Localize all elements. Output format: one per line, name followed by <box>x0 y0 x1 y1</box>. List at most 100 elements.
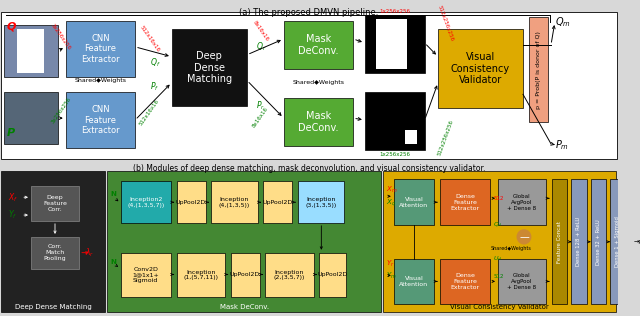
Bar <box>529 17 548 122</box>
Text: 1x256x256: 1x256x256 <box>379 9 410 14</box>
Text: $Y_m$: $Y_m$ <box>386 270 397 281</box>
Bar <box>383 171 616 312</box>
Text: P: P <box>7 128 15 138</box>
Text: $Q_r$: $Q_r$ <box>256 40 266 53</box>
Bar <box>284 98 353 146</box>
Bar <box>107 171 381 312</box>
Text: 512x256x256: 512x256x256 <box>437 119 454 157</box>
Bar <box>177 253 225 297</box>
Bar <box>405 130 417 144</box>
Bar <box>4 92 58 144</box>
Text: $U_d$: $U_d$ <box>493 254 502 263</box>
Bar <box>172 29 247 106</box>
Text: Corr.
Match
Pooling: Corr. Match Pooling <box>44 244 67 261</box>
Bar <box>591 179 606 304</box>
Text: Mask DeConv.: Mask DeConv. <box>220 304 269 310</box>
Bar <box>17 29 44 73</box>
Circle shape <box>517 230 531 244</box>
Text: Shared◆Weights: Shared◆Weights <box>74 78 126 83</box>
Text: Inception
(1,(5,7,11)): Inception (1,(5,7,11)) <box>183 270 218 280</box>
Bar <box>31 237 79 269</box>
Text: Inception
(2,(3,5,7)): Inception (2,(3,5,7)) <box>274 270 305 280</box>
Bar <box>298 181 344 223</box>
Bar <box>394 258 434 304</box>
Bar <box>211 181 258 223</box>
Text: Inception2
(4,(1,3,5,7)): Inception2 (4,(1,3,5,7)) <box>127 197 164 208</box>
Text: 3x256x256: 3x256x256 <box>50 23 72 51</box>
Text: 512x16x16: 512x16x16 <box>139 98 161 126</box>
Text: Inception
(4,(1,3,5)): Inception (4,(1,3,5)) <box>219 197 250 208</box>
Text: Inception
(3,(1,3,5)): Inception (3,(1,3,5)) <box>306 197 337 208</box>
Bar <box>440 258 490 304</box>
Bar <box>230 253 260 297</box>
Text: Dense 128 + ReLU: Dense 128 + ReLU <box>577 217 582 266</box>
Text: Dense 32 + ReLU: Dense 32 + ReLU <box>596 219 601 265</box>
Text: (b) Modules of deep dense matching, mask deconvolution, and visual consistency v: (b) Modules of deep dense matching, mask… <box>132 164 485 173</box>
Bar <box>438 29 523 108</box>
Text: UpPool2D: UpPool2D <box>318 272 348 277</box>
Bar <box>31 186 79 221</box>
Text: Deep
Dense
Matching: Deep Dense Matching <box>187 51 232 84</box>
Text: Dense 1 + Sigmoid: Dense 1 + Sigmoid <box>615 216 620 267</box>
Text: $Q_m$: $Q_m$ <box>555 15 571 29</box>
Text: $P_m$: $P_m$ <box>555 138 569 152</box>
Text: 8x16x16: 8x16x16 <box>252 106 269 128</box>
Text: $X_m$: $X_m$ <box>386 185 397 195</box>
Bar <box>365 92 424 150</box>
Text: N: N <box>110 258 116 264</box>
Text: $Y_r$: $Y_r$ <box>386 258 394 269</box>
Bar <box>498 179 546 225</box>
Text: Deep Dense Matching: Deep Dense Matching <box>15 304 92 310</box>
Bar <box>66 92 135 148</box>
Bar <box>319 253 346 297</box>
Text: UpPool2D: UpPool2D <box>230 272 260 277</box>
Bar <box>610 179 625 304</box>
Bar <box>440 179 490 225</box>
Bar <box>120 181 171 223</box>
Text: $X_q$: $X_q$ <box>386 198 396 209</box>
Text: Visual
Attention: Visual Attention <box>399 197 429 208</box>
Text: Q: Q <box>7 21 16 31</box>
Text: $P_f$: $P_f$ <box>150 80 159 93</box>
Text: CNN
Feature
Extractor: CNN Feature Extractor <box>81 34 120 64</box>
Bar <box>284 21 353 69</box>
Text: 512x16x16: 512x16x16 <box>139 25 161 53</box>
Bar <box>394 179 434 225</box>
Bar <box>1 171 105 312</box>
Text: Mask
DeConv.: Mask DeConv. <box>298 34 339 56</box>
Text: $P_r$: $P_r$ <box>256 100 265 112</box>
Text: (a) The proposed DMVN pipeline.: (a) The proposed DMVN pipeline. <box>239 8 378 17</box>
Bar <box>365 15 424 73</box>
Bar <box>66 21 135 76</box>
Text: Conv2D
1@1x1+
Sigmoid: Conv2D 1@1x1+ Sigmoid <box>132 267 159 283</box>
Text: 8x16x16: 8x16x16 <box>252 20 269 42</box>
Text: UpPool2D: UpPool2D <box>176 200 206 205</box>
Text: Dense
Feature
Extractor: Dense Feature Extractor <box>451 194 479 210</box>
Bar <box>1 12 616 159</box>
Text: UpPool2D: UpPool2D <box>263 200 293 205</box>
Bar <box>376 19 407 69</box>
Text: p = Prob(P is donor of Q): p = Prob(P is donor of Q) <box>536 31 541 108</box>
Text: 3x256x256: 3x256x256 <box>50 96 72 124</box>
Text: Mask
DeConv.: Mask DeConv. <box>298 111 339 133</box>
Text: Deep
Feature
Corr.: Deep Feature Corr. <box>43 195 67 212</box>
Text: →p: →p <box>634 239 640 244</box>
Bar <box>177 181 205 223</box>
Text: Shared◆Weights: Shared◆Weights <box>491 246 532 251</box>
Text: Visual
Consistency
Validator: Visual Consistency Validator <box>451 52 510 85</box>
Text: Global
AvgPool
+ Dense 8: Global AvgPool + Dense 8 <box>508 273 536 290</box>
Text: $\lambda_r$: $\lambda_r$ <box>85 246 94 259</box>
Text: $Y_f$: $Y_f$ <box>8 209 17 221</box>
Bar <box>120 253 171 297</box>
Bar <box>572 179 587 304</box>
Text: 512: 512 <box>493 196 504 201</box>
Bar <box>552 179 568 304</box>
Text: 1x256x256: 1x256x256 <box>379 152 410 157</box>
Text: $Q_f$: $Q_f$ <box>150 57 160 69</box>
Text: $X_f$: $X_f$ <box>8 191 18 204</box>
Text: Shared◆Weights: Shared◆Weights <box>292 80 344 85</box>
Text: Dense
Feature
Extractor: Dense Feature Extractor <box>451 273 479 290</box>
Text: CNN
Feature
Extractor: CNN Feature Extractor <box>81 105 120 135</box>
Bar <box>498 258 546 304</box>
Bar <box>266 253 314 297</box>
